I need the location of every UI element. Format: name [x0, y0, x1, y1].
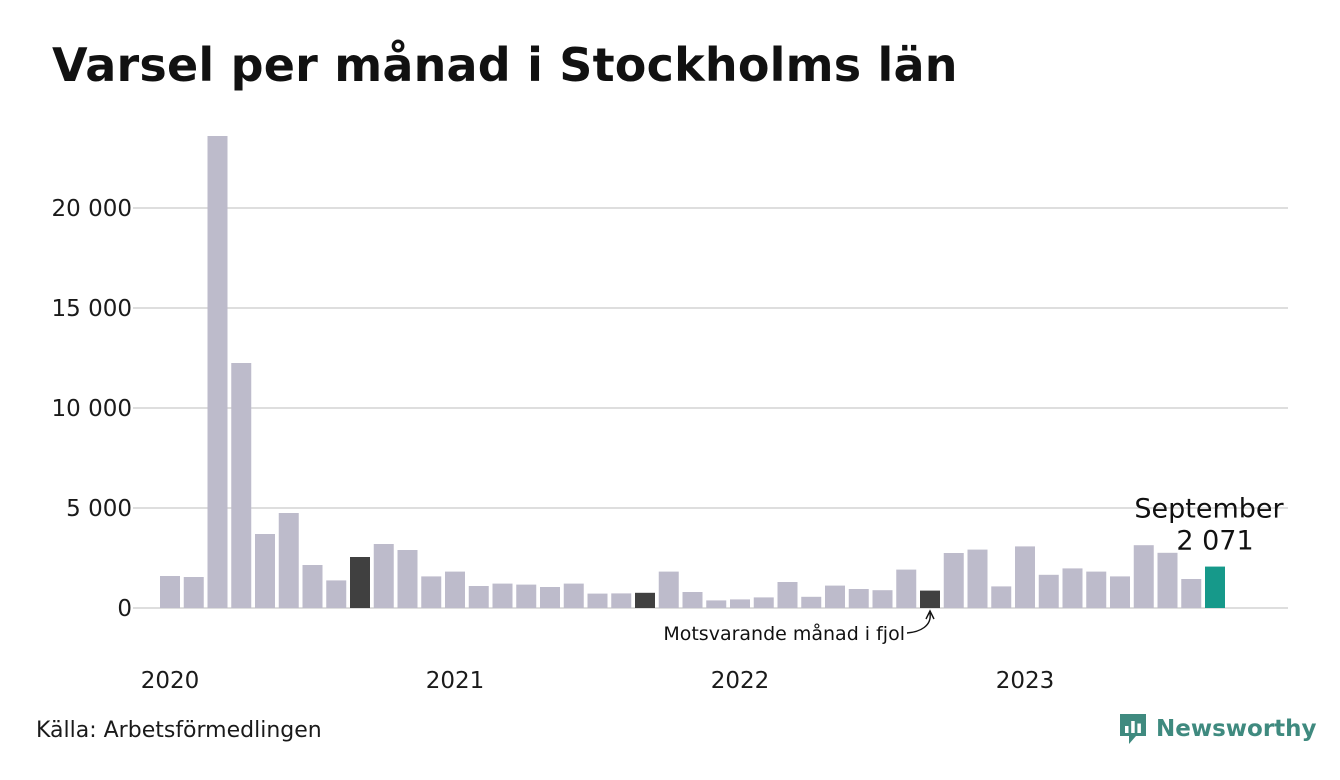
bar [730, 599, 750, 608]
y-tick-label: 20 000 [52, 196, 132, 222]
x-tick-label: 2023 [996, 668, 1055, 694]
bar-comparison [350, 557, 370, 608]
bar [1110, 576, 1130, 608]
bar [1062, 568, 1083, 608]
bar [540, 587, 560, 608]
comparison-arrow-line [906, 612, 931, 634]
brand-logo[interactable]: Newsworthy [1118, 712, 1317, 746]
bars [160, 136, 1225, 608]
bar [753, 597, 774, 608]
bar [492, 583, 513, 608]
bar [611, 593, 632, 608]
bar [231, 363, 252, 608]
bar [801, 596, 822, 608]
bar [1015, 546, 1035, 608]
bar [1157, 552, 1178, 608]
bar-highlight [1205, 566, 1225, 608]
bar [991, 586, 1012, 608]
bar [706, 600, 727, 608]
bar [777, 582, 798, 608]
bar [825, 585, 845, 608]
source-credit: Källa: Arbetsförmedlingen [36, 718, 322, 743]
y-tick-label: 5 000 [66, 496, 132, 522]
bar-comparison [635, 592, 655, 608]
chart-title: Varsel per månad i Stockholms län [52, 38, 958, 92]
bar [896, 569, 917, 608]
newsworthy-logo-icon [1120, 714, 1146, 744]
highlight-value-label: 2 071 [1176, 526, 1253, 557]
bar [445, 571, 465, 608]
y-tick-label: 10 000 [52, 396, 132, 422]
bar [516, 584, 537, 608]
bar [1133, 545, 1154, 608]
brand-name: Newsworthy [1156, 716, 1317, 742]
bar [682, 592, 703, 608]
bar [468, 586, 489, 608]
comparison-arrow-head [925, 609, 935, 620]
bar [302, 565, 323, 608]
bar [397, 550, 418, 608]
bar [326, 580, 347, 608]
y-tick-label: 0 [117, 596, 132, 622]
bar [421, 576, 442, 608]
bar [207, 136, 228, 608]
x-axis-ticks: 2020 2021 2022 2023 [141, 668, 1055, 694]
bar [255, 534, 275, 608]
bar [1038, 574, 1059, 608]
bar [183, 577, 204, 608]
bar [1181, 579, 1202, 608]
bar [943, 553, 964, 608]
bar [160, 576, 180, 608]
x-tick-label: 2021 [426, 668, 485, 694]
bar [872, 590, 893, 608]
y-tick-label: 15 000 [52, 296, 132, 322]
bar [563, 583, 584, 608]
bar [848, 589, 869, 608]
bar [373, 544, 394, 608]
bar [278, 513, 299, 608]
comparison-label: Motsvarande månad i fjol [663, 622, 905, 645]
x-tick-label: 2020 [141, 668, 200, 694]
x-tick-label: 2022 [711, 668, 770, 694]
grid-lines [133, 207, 1288, 609]
bar [1086, 571, 1107, 608]
bar [967, 549, 988, 608]
bar [658, 571, 679, 608]
bar-comparison [920, 590, 940, 608]
bar [587, 593, 608, 608]
highlight-month-label: September [1134, 494, 1284, 525]
y-axis-ticks: 0 5 000 10 000 15 000 20 000 [52, 196, 132, 622]
